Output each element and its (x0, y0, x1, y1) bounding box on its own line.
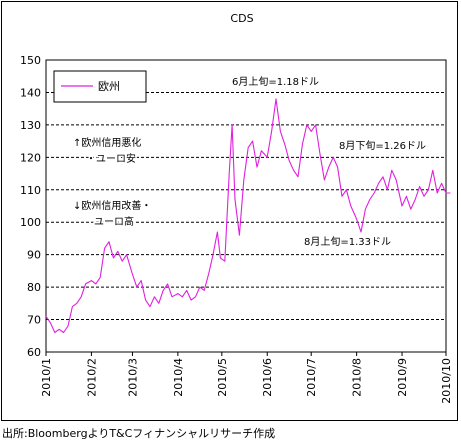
y-tick-label-90: 90 (27, 249, 41, 262)
series-layer (45, 98, 451, 334)
annotation-jun-rate: 6月上旬=1.18ドル (232, 75, 319, 88)
legend-label: 欧州 (98, 80, 120, 93)
series-line-0 (45, 98, 451, 334)
legend: 欧州 (53, 70, 147, 103)
annotation-euro-weak: ・ユーロ安 (86, 152, 136, 165)
x-tick-label-6: 2010/7 (305, 358, 318, 397)
y-tick-label-100: 100 (20, 216, 41, 229)
x-tick-label-9: 2010/10 (440, 358, 453, 404)
x-axis: 2010/1 2010/2 2010/3 2010/4 2010/5 2010/6 2010… (40, 352, 453, 404)
plot-area (45, 59, 447, 353)
y-tick-label-80: 80 (27, 281, 41, 294)
x-tick-label-8: 2010/9 (396, 358, 409, 397)
annotation-late-aug-rate: 8月下旬=1.26ドル (339, 139, 426, 152)
y-axis: 60 70 80 90 100 110 120 130 140 150 (20, 54, 41, 359)
y-tick-label-140: 140 (20, 86, 41, 99)
y-tick-label-70: 70 (27, 314, 41, 327)
x-tick-label-2: 2010/3 (126, 358, 139, 397)
y-tick-label-120: 120 (20, 151, 41, 164)
x-tick-label-4: 2010/5 (216, 358, 229, 397)
y-tick-label-60: 60 (27, 346, 41, 359)
annotation-early-aug-rate: 8月上旬=1.33ドル (304, 235, 391, 248)
x-tick-label-7: 2010/8 (351, 358, 364, 397)
source-note: 出所:BloombergよりT&Cフィナンシャルリサーチ作成 (2, 427, 276, 440)
chart-title: CDS (230, 12, 253, 25)
annotation-credit-improve: ↓欧州信用改善・ (73, 199, 151, 212)
annotation-euro-strong: ユーロ高 (94, 215, 134, 228)
y-tick-label-130: 130 (20, 119, 41, 132)
y-tick-label-110: 110 (20, 184, 41, 197)
x-tick-label-3: 2010/4 (172, 358, 185, 397)
x-tick-label-0: 2010/1 (40, 358, 53, 397)
x-tick-label-5: 2010/6 (261, 358, 274, 397)
y-tick-label-150: 150 (20, 54, 41, 67)
annotation-credit-worsen: ↑欧州信用悪化 (73, 136, 141, 149)
x-tick-label-1: 2010/2 (85, 358, 98, 397)
